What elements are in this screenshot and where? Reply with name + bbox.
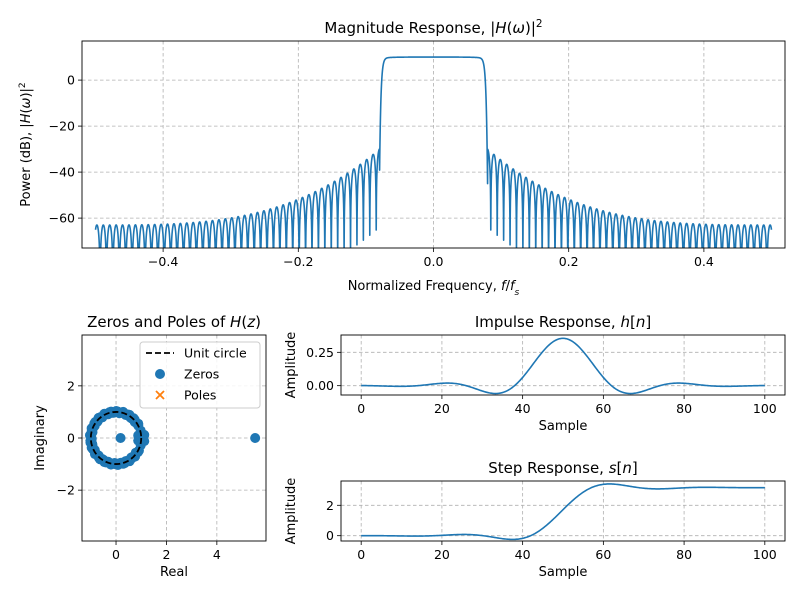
legend-poles-swatch <box>155 390 165 400</box>
x-axis-label: Real <box>160 565 188 580</box>
axes-frame <box>81 334 267 542</box>
impulse-axes: 0 20 40 60 80 100 0.25 0.00 Impulse Response, h[… <box>284 313 786 434</box>
y-axis-label: Power (dB), |H(ω)|2 <box>18 82 34 206</box>
x-tick-label: 80 <box>676 547 692 562</box>
legend-box <box>139 341 261 409</box>
x-tick-label: 20 <box>434 547 450 562</box>
x-tick-label: 2 <box>162 547 170 562</box>
x-axis-label: Sample <box>539 565 588 580</box>
x-tick-label: 100 <box>753 401 777 416</box>
x-tick-label: 0 <box>112 547 120 562</box>
x-tick-label: 60 <box>595 401 611 416</box>
y-tick-label: 0 <box>67 73 75 88</box>
y-axis-label: Amplitude <box>284 332 299 399</box>
y-axis-label: Amplitude <box>284 478 299 545</box>
x-axis-label: Normalized Frequency, f/fs <box>348 279 520 298</box>
impulse-response-line <box>361 337 765 395</box>
step-plot-area <box>361 483 765 541</box>
x-tick-label: 20 <box>434 401 450 416</box>
zero-marker <box>115 433 126 443</box>
x-tick-label: 0 <box>357 547 365 562</box>
magnitude-axes: −0.4 −0.2 0.0 0.2 0.4 0 −20 −40 −60 Magnitude Res… <box>18 18 786 298</box>
legend-zeros-swatch <box>155 369 165 379</box>
x-tick-label: 0.0 <box>424 254 444 269</box>
y-tick-label: −60 <box>49 211 75 226</box>
magnitude-plot-area <box>94 56 773 248</box>
x-tick-label: −0.2 <box>283 254 313 269</box>
x-tick-label: 0.4 <box>694 254 714 269</box>
pole-zero-plot-area <box>84 406 261 470</box>
legend: Unit circle Zeros Poles <box>139 341 261 409</box>
x-tick-label: 4 <box>213 547 221 562</box>
y-tick-label: 0.25 <box>306 345 334 360</box>
chart-title: Impulse Response, h[n] <box>475 313 651 331</box>
y-tick-label: −40 <box>49 165 75 180</box>
x-tick-label: 40 <box>515 547 531 562</box>
y-tick-label: −2 <box>57 483 75 498</box>
x-tick-label: 0.2 <box>559 254 579 269</box>
zero-marker <box>250 433 261 443</box>
y-axis-label: Imaginary <box>33 405 48 471</box>
impulse-plot-area <box>361 337 765 395</box>
chart-title: Zeros and Poles of H(z) <box>87 313 261 331</box>
y-tick-label: 2 <box>326 498 334 513</box>
step-response-line <box>361 483 765 541</box>
y-tick-label: 0 <box>67 431 75 446</box>
chart-title: Magnitude Response, |H(ω)|2 <box>324 18 542 37</box>
axes-frame <box>81 40 786 249</box>
legend-label: Zeros <box>184 367 219 382</box>
chart-title: Step Response, s[n] <box>488 459 638 477</box>
axes-frame <box>340 334 786 396</box>
x-tick-label: 100 <box>753 547 777 562</box>
y-tick-label: 0.00 <box>306 378 334 393</box>
axes-frame <box>340 480 786 542</box>
unit-circle <box>89 411 143 465</box>
x-axis-label: Sample <box>539 419 588 434</box>
x-tick-label: 40 <box>515 401 531 416</box>
magnitude-response-line <box>94 56 773 248</box>
y-tick-label: 0 <box>326 528 334 543</box>
pole-zero-axes: 0 2 4 2 0 −2 Zeros and Poles of H(z) Real Imagin… <box>33 313 267 580</box>
x-tick-label: 60 <box>595 547 611 562</box>
x-tick-label: 80 <box>676 401 692 416</box>
y-tick-label: −20 <box>49 119 75 134</box>
legend-label: Poles <box>184 388 216 403</box>
y-tick-label: 2 <box>67 378 75 393</box>
x-tick-label: −0.4 <box>148 254 178 269</box>
x-tick-label: 0 <box>357 401 365 416</box>
legend-label: Unit circle <box>184 346 247 361</box>
